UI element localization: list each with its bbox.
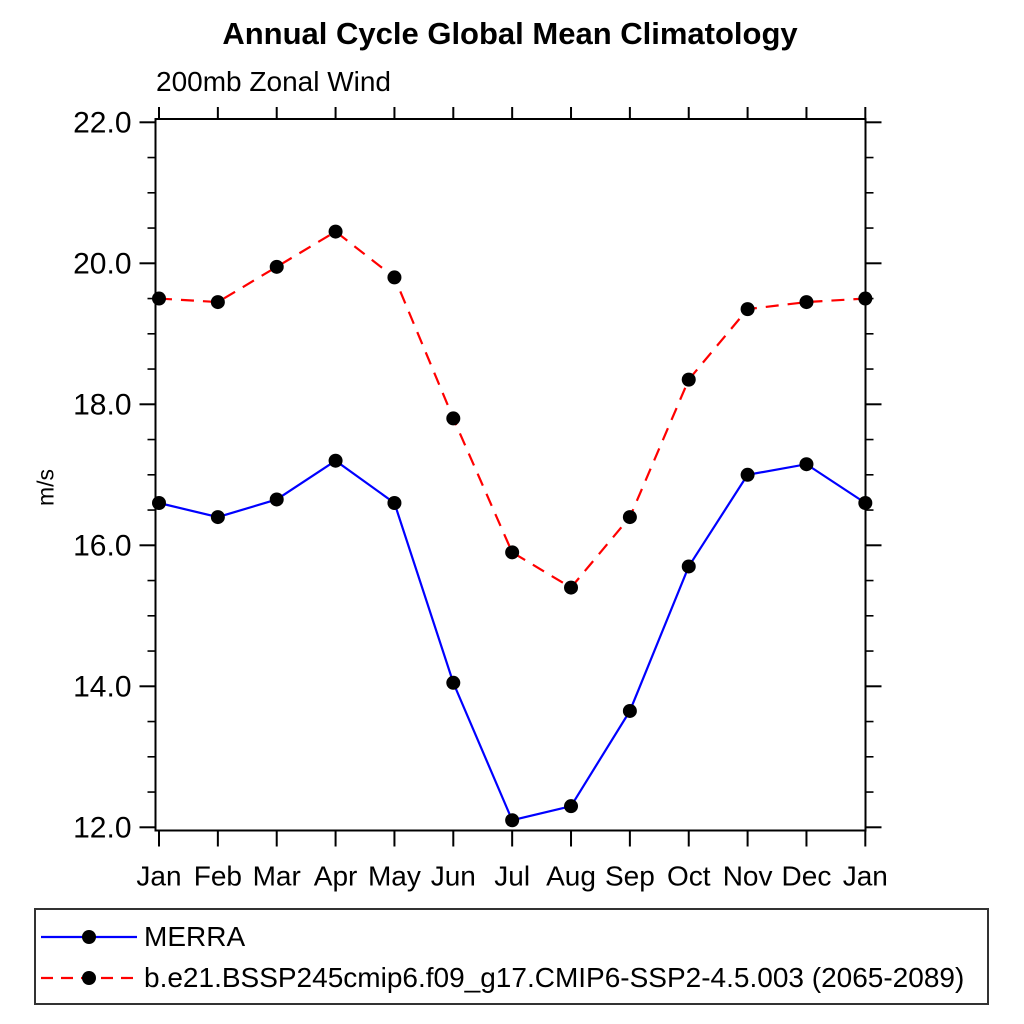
data-point-marker [152, 496, 166, 510]
y-tick-label: 16.0 [73, 529, 131, 562]
x-tick-label: Dec [782, 861, 832, 892]
plot-frame [154, 118, 867, 832]
legend-item-model: b.e21.BSSP245cmip6.f09_g17.CMIP6-SSP2-4.… [39, 962, 965, 993]
series-line [158, 459, 866, 822]
data-point-marker [799, 295, 814, 310]
x-tick-label: Jan [136, 861, 181, 892]
y-tick-label: 20.0 [73, 247, 131, 280]
data-point-marker [446, 411, 461, 426]
data-point-marker [858, 496, 873, 510]
y-tick-label: 14.0 [73, 670, 131, 703]
x-tick-label: Sep [605, 861, 655, 892]
x-tick-label: Oct [667, 861, 711, 892]
chart-subtitle: 200mb Zonal Wind [156, 66, 392, 97]
x-tick-label: Jan [843, 861, 888, 892]
data-point-marker [269, 492, 284, 507]
legend-box: MERRA b.e21.BSSP245cmip6.f09_g17.CMIP6-S… [34, 908, 989, 1005]
x-tick-label: Aug [546, 861, 596, 892]
y-tick-label: 22.0 [73, 106, 131, 139]
x-tick-label: Feb [194, 861, 242, 892]
x-axis-ticks: Jan Feb Mar Apr May Jun Jul Aug Sep Oct Nov Dec Jan [136, 107, 888, 892]
x-tick-label: Jul [494, 861, 530, 892]
data-point-marker [564, 580, 579, 595]
legend-label-merra: MERRA [144, 921, 246, 952]
data-point-marker [210, 295, 225, 310]
x-tick-label: Mar [253, 861, 301, 892]
series-merra [152, 453, 873, 828]
legend-label-model: b.e21.BSSP245cmip6.f09_g17.CMIP6-SSP2-4.… [144, 962, 965, 993]
data-point-marker [564, 799, 579, 814]
data-point-marker [446, 675, 461, 690]
data-point-marker [622, 703, 637, 718]
x-tick-label: May [368, 861, 421, 892]
legend-item-merra: MERRA [39, 921, 246, 952]
x-tick-label: Jun [431, 861, 476, 892]
data-point-marker [681, 559, 696, 574]
y-axis-ticks: 12.0 14.0 16.0 18.0 20.0 22.0 [73, 106, 882, 844]
data-point-marker [328, 453, 343, 468]
data-point-marker [681, 372, 696, 387]
data-point-marker [269, 259, 284, 274]
x-tick-label: Apr [314, 861, 358, 892]
data-point-marker [210, 510, 225, 525]
series-model [152, 224, 873, 595]
series-line [158, 230, 866, 590]
data-point-marker [152, 291, 166, 306]
legend-line-sample-merra [41, 930, 137, 944]
data-point-marker [387, 270, 402, 285]
legend-marker-dot [82, 930, 96, 944]
chart-title: Annual Cycle Global Mean Climatology [222, 16, 798, 51]
data-point-marker [505, 545, 520, 560]
y-tick-label: 12.0 [73, 811, 131, 844]
data-point-marker [505, 813, 520, 828]
data-point-marker [799, 457, 814, 472]
x-tick-label: Nov [723, 861, 773, 892]
data-point-marker [858, 291, 873, 306]
data-point-marker [740, 302, 755, 317]
data-point-marker [740, 467, 755, 482]
legend-marker-dot [82, 971, 96, 985]
data-point-marker [328, 224, 343, 239]
data-point-marker [387, 496, 402, 510]
data-point-marker [622, 510, 637, 525]
y-tick-label: 18.0 [73, 388, 131, 421]
legend-line-sample-model [41, 971, 137, 985]
